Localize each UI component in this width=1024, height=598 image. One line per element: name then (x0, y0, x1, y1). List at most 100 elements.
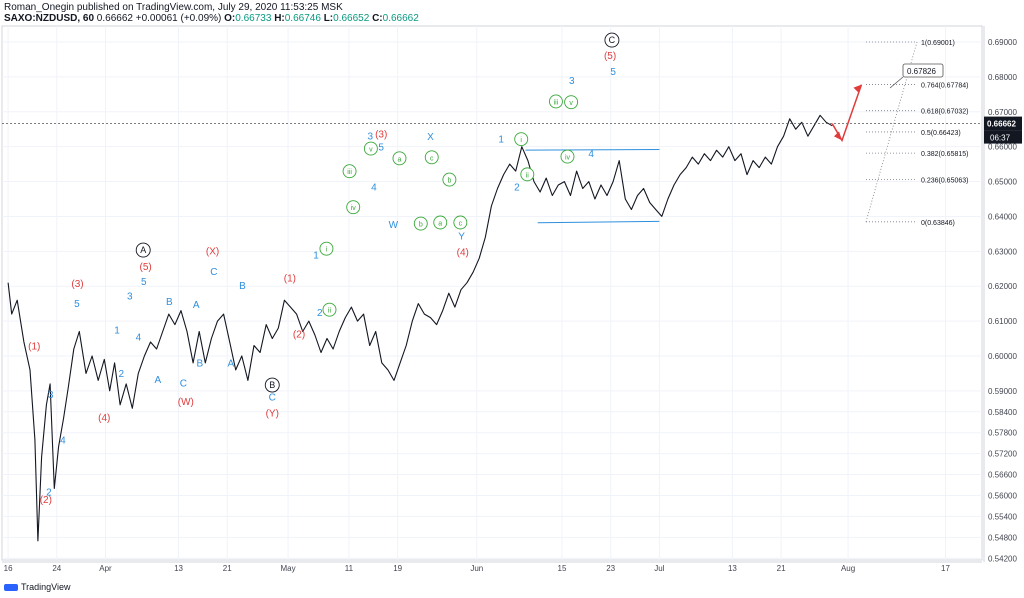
countdown-label: 06:37 (990, 134, 1011, 143)
fib-level-label: 0.382(0.65815) (921, 151, 968, 158)
wave-label: (Y) (266, 409, 279, 420)
price-series-line (7, 114, 833, 542)
wave-label-circle (514, 132, 529, 147)
y-tick-label: 0.62000 (988, 282, 1017, 291)
target-callout-box (902, 63, 944, 78)
tradingview-watermark[interactable]: TradingView (4, 582, 71, 592)
wave-label-circle (604, 32, 620, 48)
x-tick-label: 13 (728, 564, 737, 573)
wave-label-circle (346, 200, 361, 215)
wave-label: 4 (588, 149, 594, 160)
fib-level-label: 1(0.69001) (921, 40, 955, 47)
wave-label: (2) (293, 329, 305, 340)
y-tick-label: 0.55400 (988, 512, 1017, 521)
wave-label: B (196, 358, 203, 369)
wave-label-circle (424, 150, 439, 165)
countdown-badge (984, 130, 1022, 144)
y-tick-label: 0.68000 (988, 73, 1017, 82)
x-tick-label: 19 (393, 564, 402, 573)
wave-label: iv (565, 155, 571, 162)
publish-line: Roman_Onegin published on TradingView.co… (4, 2, 343, 13)
wave-label: iii (554, 99, 559, 106)
y-tick-label: 0.54200 (988, 554, 1017, 563)
price-change: +0.00061 (+0.09%) (135, 13, 222, 24)
wave-label: i (520, 137, 522, 144)
x-tick-label: 13 (174, 564, 183, 573)
wave-label: c (430, 155, 434, 162)
wave-label: X (427, 132, 434, 143)
x-tick-label: 21 (223, 564, 232, 573)
wave-label: 1 (313, 250, 319, 261)
close-label: C: (372, 13, 383, 24)
plot-frame (1, 25, 983, 561)
last-price: 0.66662 (96, 13, 133, 24)
wave-label: 1 (498, 134, 504, 145)
projection-arrowhead (834, 131, 842, 141)
target-callout-pointer (889, 76, 904, 89)
wave-label: (5) (604, 51, 616, 62)
high-label: H: (274, 13, 285, 24)
y-tick-label: 0.66000 (988, 143, 1017, 152)
wave-label-circle (560, 149, 575, 164)
wave-label-circle (342, 164, 357, 179)
y-tick-label: 0.61000 (988, 317, 1017, 326)
y-tick-label: 0.67000 (988, 108, 1017, 117)
wave-label: 4 (136, 332, 142, 343)
high-value: 0.66746 (284, 13, 321, 24)
x-tick-label: 17 (941, 564, 950, 573)
wave-label: 5 (141, 277, 147, 288)
wave-label: C (609, 35, 616, 45)
x-tick-label: 11 (345, 564, 354, 573)
wave-label: A (154, 375, 161, 386)
wave-label-circle (319, 241, 334, 256)
wave-label-circle (264, 377, 280, 393)
x-tick-label: 21 (777, 564, 786, 573)
close-value: 0.66662 (382, 13, 419, 24)
wave-label-circle (564, 95, 579, 110)
wave-label: (3) (375, 130, 387, 141)
wave-label-circle (392, 151, 407, 166)
wave-label: 5 (74, 299, 80, 310)
wave-label: C (210, 267, 217, 278)
wave-label-circle (413, 216, 428, 231)
y-tick-label: 0.56600 (988, 471, 1017, 480)
y-tick-label: 0.69000 (988, 38, 1017, 47)
x-tick-label: Jun (470, 564, 483, 573)
wave-label: 2 (119, 369, 125, 380)
y-tick-label: 0.63000 (988, 247, 1017, 256)
wave-label: a (438, 221, 442, 228)
low-label: L: (323, 13, 334, 24)
wave-label-circle (453, 215, 468, 230)
wave-label: 5 (610, 67, 616, 78)
y-tick-label: 0.64000 (988, 212, 1017, 221)
wave-label: ii (526, 172, 530, 179)
x-tick-label: Jul (654, 564, 664, 573)
x-tick-label: 24 (52, 564, 61, 573)
wave-label: B (166, 297, 173, 308)
wave-label-circle (548, 94, 563, 109)
fib-level-label: 0.5(0.66423) (921, 130, 961, 137)
wave-label: a (398, 156, 402, 163)
low-value: 0.66652 (333, 13, 370, 24)
current-price-badge (984, 116, 1022, 131)
trend-line (537, 220, 660, 224)
wave-label: (W) (178, 397, 194, 408)
fib-level-label: 0.236(0.65063) (921, 177, 968, 184)
wave-label: 5 (378, 143, 384, 154)
fib-level-label: 0(0.63846) (921, 220, 955, 227)
wave-label: (1) (284, 273, 296, 284)
current-price-label: 0.66662 (987, 120, 1016, 129)
wave-label: c (459, 221, 463, 228)
y-tick-label: 0.58400 (988, 408, 1017, 417)
wave-label: b (447, 178, 451, 185)
wave-label: A (228, 358, 235, 369)
wave-label: ii (328, 308, 332, 315)
x-tick-label: 15 (558, 564, 567, 573)
wave-label: v (569, 100, 573, 107)
projection-path (831, 84, 863, 143)
y-tick-label: 0.60000 (988, 352, 1017, 361)
wave-label: 3 (367, 132, 373, 143)
wave-label: (5) (140, 262, 152, 273)
wave-label: W (389, 220, 399, 231)
